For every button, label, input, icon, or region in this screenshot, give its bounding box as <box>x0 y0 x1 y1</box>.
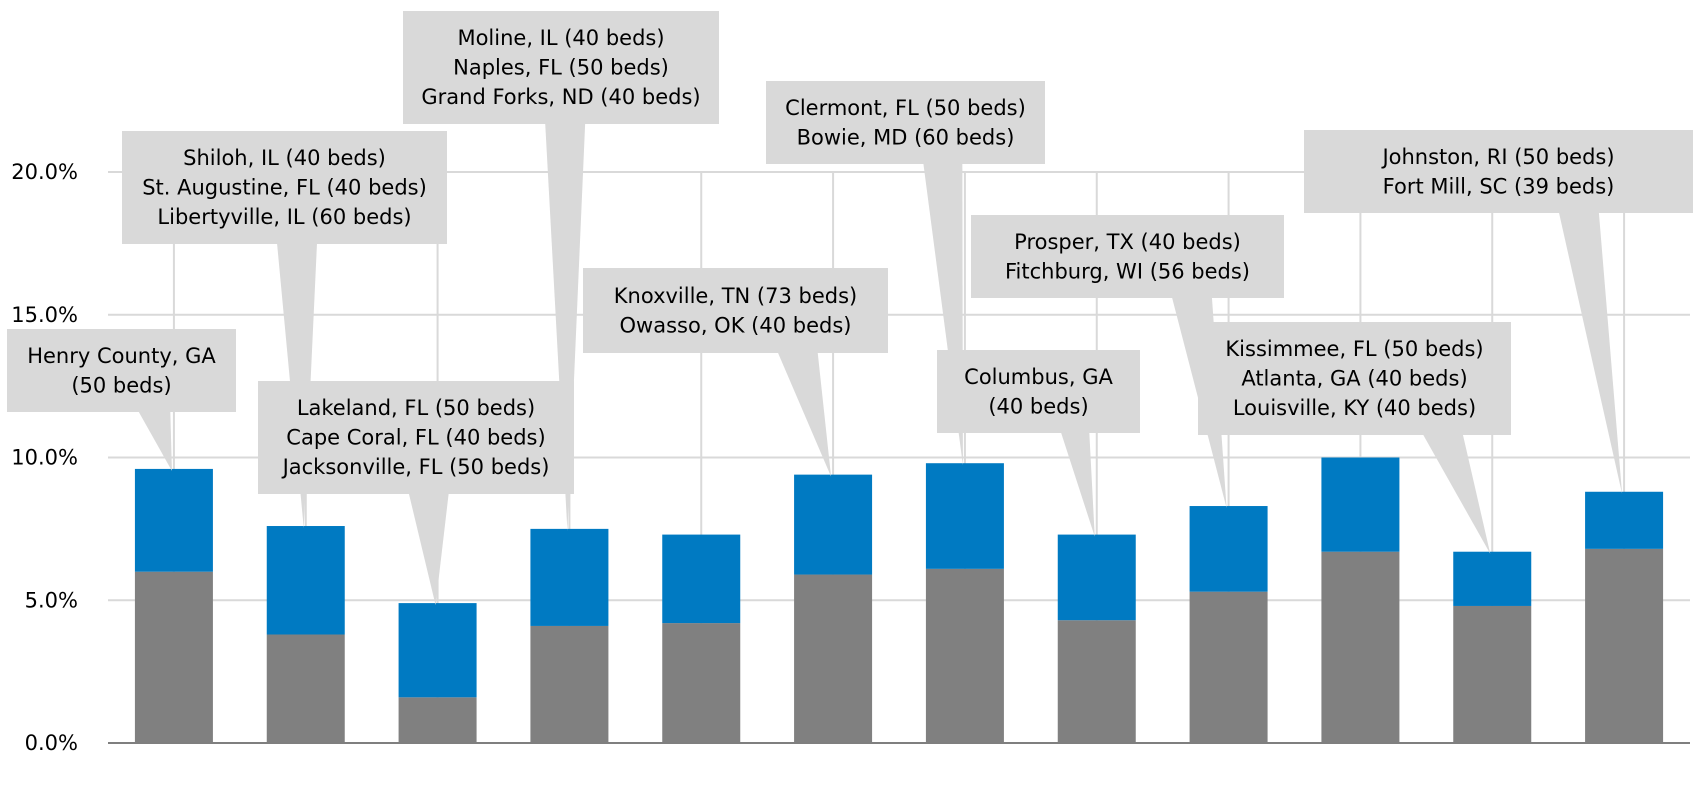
bar-segment-bottom <box>1189 591 1268 743</box>
callout-label: Prosper, TX (40 beds) <box>1014 230 1241 254</box>
bar-segment-top <box>794 474 873 575</box>
y-axis-tick-labels: 0.0% 5.0% 10.0% 15.0% 20.0% <box>11 160 78 755</box>
bar-segment-bottom <box>1321 551 1400 743</box>
callout-pointer <box>138 411 172 471</box>
callout: Kissimmee, FL (50 beds) Atlanta, GA (40 b… <box>1198 322 1511 554</box>
callout-label: Moline, IL (40 beds) <box>457 26 664 50</box>
callout-label: Fitchburg, WI (56 beds) <box>1005 259 1250 283</box>
callout-label: Atlanta, GA (40 beds) <box>1241 367 1467 391</box>
bar-segment-top <box>398 603 477 698</box>
y-tick-label: 5.0% <box>25 588 78 612</box>
callout-label: Johnston, RI (50 beds) <box>1380 145 1614 169</box>
bar-segment-bottom <box>1585 548 1664 743</box>
bar-segment-top <box>1057 534 1136 621</box>
callout: Henry County, GA (50 beds) <box>7 329 236 471</box>
callout-label: (40 beds) <box>988 394 1088 418</box>
bars <box>134 457 1664 743</box>
callout: Johnston, RI (50 beds) Fort Mill, SC (39 … <box>1304 130 1693 494</box>
y-tick-label: 0.0% <box>25 731 78 755</box>
callout: Shiloh, IL (40 beds) St. Augustine, FL (4… <box>122 131 447 529</box>
callout-pointer <box>1558 212 1623 494</box>
callout-label: Fort Mill, SC (39 beds) <box>1383 174 1615 198</box>
callout-label: Jacksonville, FL (50 beds) <box>281 455 550 479</box>
callout-box <box>1304 130 1693 213</box>
callout-label: Lakeland, FL (50 beds) <box>297 396 535 420</box>
callout-box <box>766 81 1045 164</box>
bar-segment-bottom <box>925 568 1004 743</box>
bar-segment-bottom <box>1453 605 1532 743</box>
bar-segment-top <box>134 468 213 572</box>
callout-label: Knoxville, TN (73 beds) <box>614 284 857 308</box>
callout-box <box>122 131 447 244</box>
callout: Columbus, GA (40 beds) <box>937 350 1140 537</box>
callout-box <box>1198 322 1511 435</box>
callout-label: St. Augustine, FL (40 beds) <box>142 176 427 200</box>
callout-label: Grand Forks, ND (40 beds) <box>421 85 700 109</box>
callout-label: Columbus, GA <box>964 365 1113 389</box>
bar-segment-top <box>662 534 741 624</box>
callout-box <box>258 381 574 494</box>
bar-segment-bottom <box>794 574 873 743</box>
callouts: Henry County, GA(50 beds)Shiloh, IL (40 … <box>7 11 1693 606</box>
callout-box <box>971 215 1284 298</box>
bar-segment-top <box>1453 551 1532 606</box>
callout: Knoxville, TN (73 beds) Owasso, OK (40 be… <box>583 268 888 477</box>
bar-segment-bottom <box>266 634 345 743</box>
callout-label: Libertyville, IL (60 beds) <box>157 205 411 229</box>
bar-segment-bottom <box>398 697 477 743</box>
bar-segment-top <box>925 463 1004 569</box>
bar-segment-bottom <box>1057 620 1136 743</box>
callout-label: Kissimmee, FL (50 beds) <box>1225 337 1483 361</box>
bar-segment-bottom <box>134 571 213 743</box>
callout-box <box>583 268 888 353</box>
bar-segment-bottom <box>662 623 741 743</box>
bar-segment-top <box>266 526 345 635</box>
callout-label: Shiloh, IL (40 beds) <box>183 146 386 170</box>
y-tick-label: 20.0% <box>11 160 78 184</box>
callout-label: Owasso, OK (40 beds) <box>620 313 852 337</box>
callout-label: Louisville, KY (40 beds) <box>1233 396 1476 420</box>
bar-segment-top <box>1585 491 1664 549</box>
callout-label: Clermont, FL (50 beds) <box>785 96 1026 120</box>
bar-segment-top <box>530 528 609 626</box>
callout-label: Henry County, GA <box>27 344 216 368</box>
bar-segment-top <box>1189 506 1268 592</box>
callout: Lakeland, FL (50 beds) Cape Coral, FL (40… <box>258 381 574 606</box>
y-tick-label: 10.0% <box>11 446 78 470</box>
callout-box <box>937 350 1140 433</box>
callout-pointer <box>1422 434 1491 554</box>
callout-label: Bowie, MD (60 beds) <box>797 125 1015 149</box>
y-tick-label: 15.0% <box>11 303 78 327</box>
callout-box <box>403 11 719 124</box>
callout-pointer <box>408 493 449 606</box>
callout-pointer <box>777 352 832 477</box>
callout-pointer <box>1060 432 1095 537</box>
callout-label: Naples, FL (50 beds) <box>453 56 669 80</box>
callout-box <box>7 329 236 412</box>
bar-segment-bottom <box>530 625 609 743</box>
callout: Moline, IL (40 beds) Naples, FL (50 beds)… <box>403 11 719 531</box>
bar-segment-top <box>1321 457 1400 552</box>
callout-label: Cape Coral, FL (40 beds) <box>286 426 545 450</box>
callout-pointer <box>545 123 586 531</box>
callout-label: (50 beds) <box>71 373 171 397</box>
